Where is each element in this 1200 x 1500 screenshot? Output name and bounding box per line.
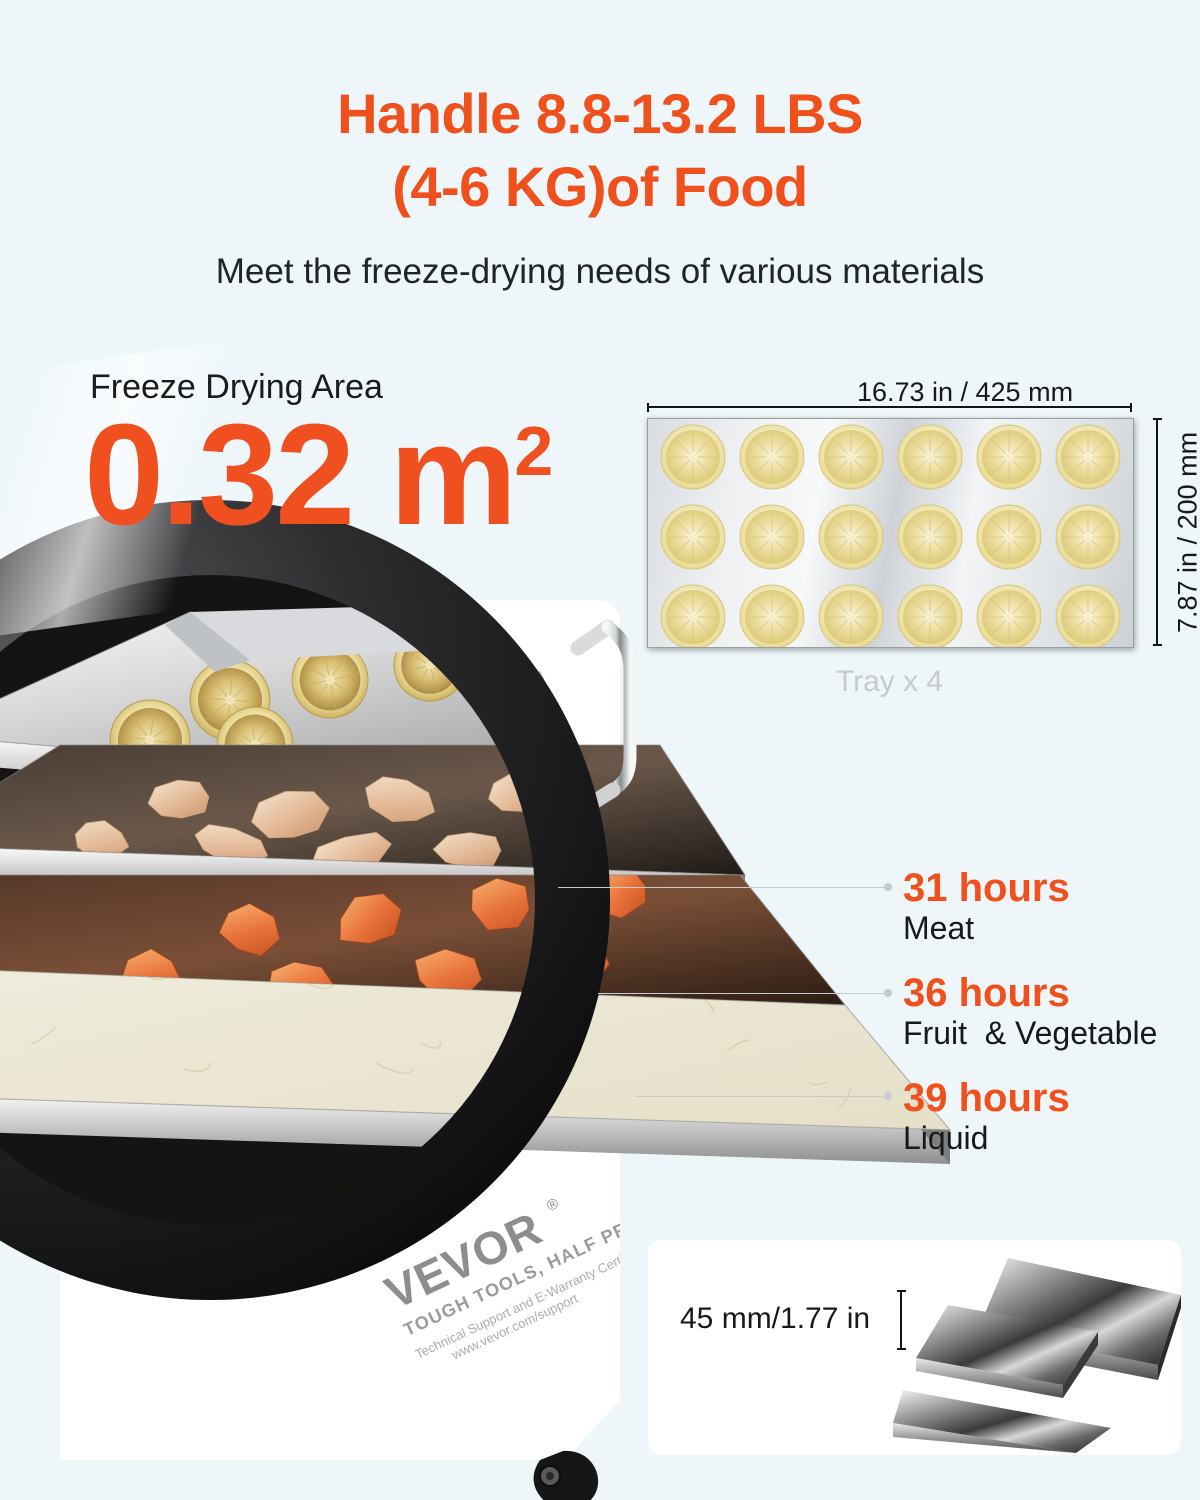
svg-text:www.vevor.com/support: www.vevor.com/support xyxy=(449,1290,581,1362)
svg-text:TOUGH TOOLS, HALF PRICE: TOUGH TOOLS, HALF PRICE xyxy=(400,1204,662,1340)
svg-text:®: ® xyxy=(544,1195,561,1215)
svg-text:Technical Support and E-Warran: Technical Support and E-Warranty Certifi… xyxy=(413,1238,655,1361)
svg-text:VEVOR: VEVOR xyxy=(377,1202,549,1319)
